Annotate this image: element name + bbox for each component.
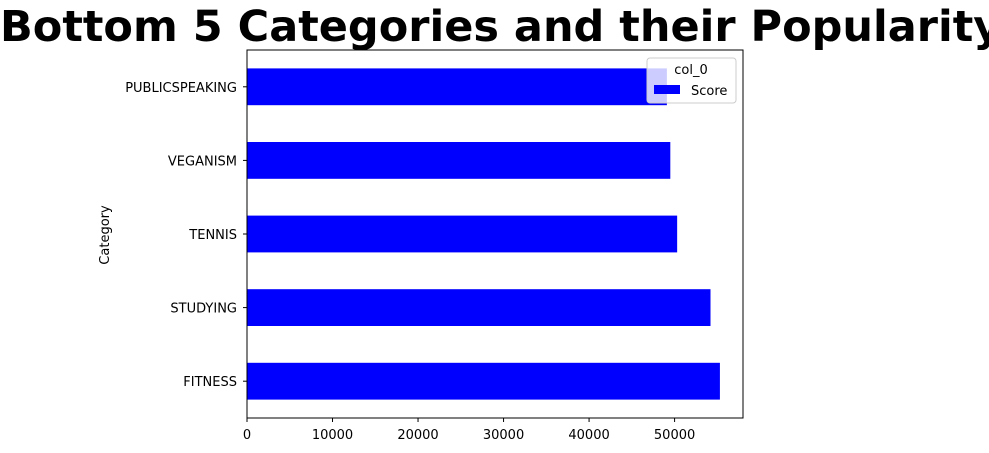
legend-series-label: Score (691, 84, 727, 99)
x-tick-label: 50000 (654, 428, 695, 443)
bar-veganism (247, 142, 671, 179)
chart-title: Bottom 5 Categories and their Popularity (0, 2, 989, 52)
x-tick-label: 30000 (483, 428, 524, 443)
legend: col_0 Score (646, 57, 737, 104)
bar-tennis (247, 215, 678, 253)
y-tick-label: TENNIS (188, 228, 237, 243)
bar-studying (247, 289, 711, 326)
y-tick-label: STUDYING (170, 302, 237, 317)
legend-title: col_0 (674, 63, 707, 78)
y-axis-label: Category (98, 205, 113, 265)
y-tick-label: PUBLICSPEAKING (125, 81, 237, 96)
x-tick-label: 40000 (568, 428, 609, 443)
x-tick-label: 0 (243, 428, 251, 443)
y-tick-label: FITNESS (183, 375, 237, 390)
legend-swatch (654, 85, 680, 94)
x-tick-label: 20000 (397, 428, 438, 443)
bar-fitness (247, 362, 720, 400)
x-tick-label: 10000 (312, 428, 353, 443)
y-tick-label: VEGANISM (168, 154, 237, 169)
bar-publicspeaking (247, 68, 667, 106)
plot-frame (246, 49, 744, 419)
